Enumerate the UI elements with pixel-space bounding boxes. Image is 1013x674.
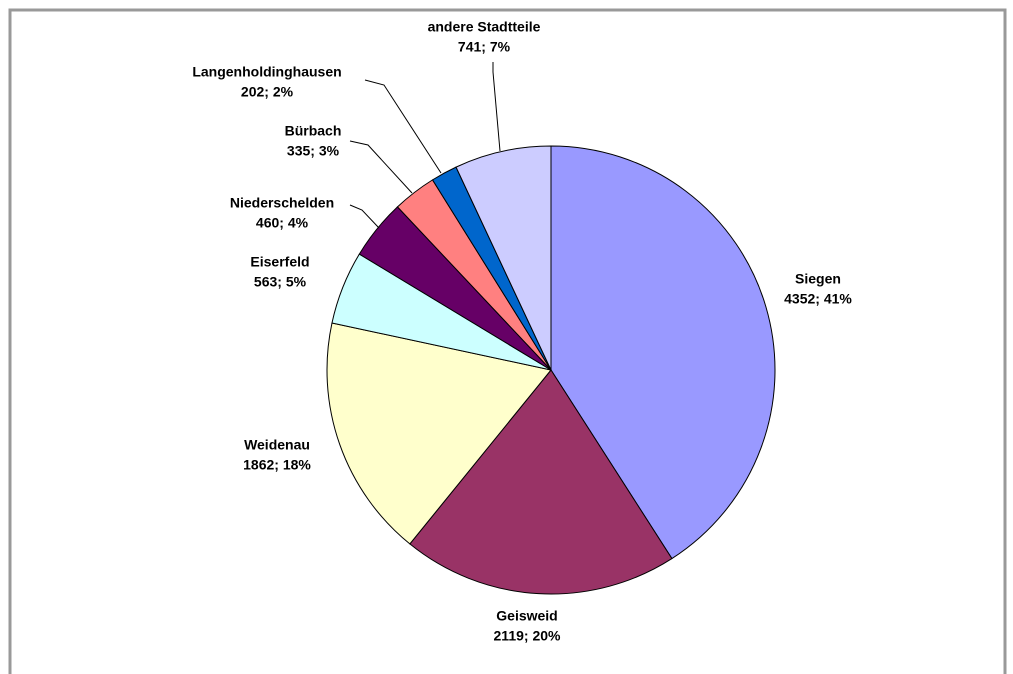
pie-slice: [326, 322, 552, 545]
slice-value-label: 2119; 20%: [494, 628, 561, 644]
slice-label: Niederschelden: [230, 195, 334, 211]
slice-value-label: 202; 2%: [241, 84, 294, 100]
leader-line: [349, 140, 413, 194]
slice-label: Langenholdinghausen: [192, 64, 341, 80]
slice-value-label: 460; 4%: [256, 215, 309, 231]
slice-label: Weidenau: [244, 437, 310, 453]
slice-value-label: 1862; 18%: [243, 457, 311, 473]
pie-slice: [455, 145, 552, 371]
slice-label: Siegen: [795, 271, 841, 287]
slice-label: Geisweid: [496, 608, 557, 624]
slice-value-label: 4352; 41%: [784, 291, 852, 307]
slice-value-label: 335; 3%: [287, 143, 340, 159]
slice-label: andere Stadtteile: [428, 19, 541, 35]
pie-slice: [550, 145, 776, 560]
leader-line: [364, 79, 442, 174]
slice-value-label: 741; 7%: [458, 39, 511, 55]
slice-label: Bürbach: [285, 123, 342, 139]
leader-line: [492, 62, 501, 152]
slice-label: Eiserfeld: [250, 254, 309, 270]
slice-value-label: 563; 5%: [254, 274, 307, 290]
leader-line: [349, 204, 380, 229]
frame: [8, 8, 1007, 674]
pie-slice: [409, 369, 673, 595]
